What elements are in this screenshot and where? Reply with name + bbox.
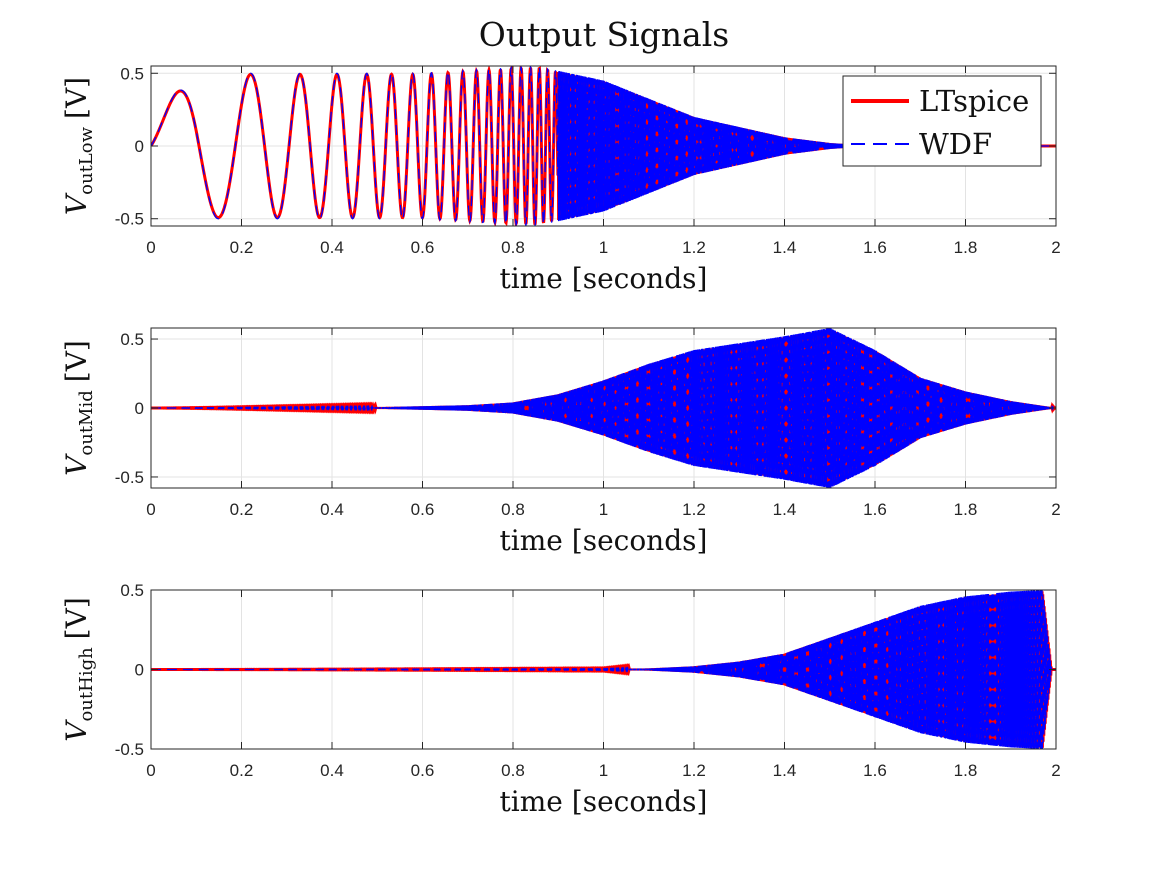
x-axis-label: time [seconds]: [500, 785, 708, 818]
x-tick-label: 1.6: [863, 238, 887, 257]
x-tick-label: 0.6: [411, 500, 435, 519]
y-tick-label: 0: [135, 137, 144, 156]
y-label-sub: outMid: [76, 390, 97, 455]
y-tick-label: -0.5: [115, 210, 144, 229]
x-tick-label: 2: [1051, 238, 1060, 257]
x-tick-label: 1.8: [954, 761, 978, 780]
x-tick-label: 1: [599, 761, 608, 780]
panel-1: 0 0.2 0.4 0.6 0.8 1 1.2 1.4 1.6 1.8 2-0.500.5time …: [60, 64, 1061, 295]
y-label-sub: outHigh: [76, 647, 97, 722]
x-tick-label: 1: [599, 238, 608, 257]
x-tick-label: 0.4: [320, 238, 344, 257]
x-tick-label: 0.8: [501, 761, 525, 780]
y-label-main: V: [60, 719, 93, 742]
x-tick-label: 1.8: [954, 238, 978, 257]
y-label-unit: [V]: [60, 597, 93, 639]
legend-label-ltspice: LTspice: [919, 84, 1029, 118]
y-tick-label: -0.5: [115, 740, 144, 759]
x-tick-label: 2: [1051, 761, 1060, 780]
figure-title: Output Signals: [479, 15, 729, 54]
x-tick-label: 0.6: [411, 238, 435, 257]
legend-label-wdf: WDF: [919, 127, 992, 161]
y-tick-label: 0: [135, 661, 144, 680]
x-axis-label: time [seconds]: [500, 262, 708, 295]
x-tick-label: 1.6: [863, 500, 887, 519]
x-tick-label: 0.2: [230, 238, 254, 257]
x-tick-label: 1.2: [682, 238, 706, 257]
y-label-unit: [V]: [60, 77, 93, 119]
panel-2: 0 0.2 0.4 0.6 0.8 1 1.2 1.4 1.6 1.8 2-0.500.5time …: [60, 327, 1061, 557]
x-tick-label: 0: [146, 500, 155, 519]
x-tick-label: 0.8: [501, 500, 525, 519]
legend: LTspice WDF: [842, 75, 1042, 167]
x-tick-label: 0.2: [230, 500, 254, 519]
x-tick-label: 0: [146, 238, 155, 257]
x-tick-label: 0.4: [320, 761, 344, 780]
x-tick-label: 0.6: [411, 761, 435, 780]
x-tick-label: 0.8: [501, 238, 525, 257]
x-axis-label: time [seconds]: [500, 524, 708, 557]
x-tick-label: 1.6: [863, 761, 887, 780]
y-tick-label: 0.5: [120, 581, 144, 600]
panel-3: 0 0.2 0.4 0.6 0.8 1 1.2 1.4 1.6 1.8 2-0.500.5time …: [60, 581, 1061, 818]
series-wdf-line: [151, 328, 1056, 488]
x-tick-label: 0.4: [320, 500, 344, 519]
x-tick-label: 1.4: [773, 238, 797, 257]
x-tick-label: 0: [146, 761, 155, 780]
y-tick-label: -0.5: [115, 468, 144, 487]
x-tick-label: 1.4: [773, 500, 797, 519]
y-label-sub: outLow: [76, 126, 97, 194]
y-label-main: V: [60, 192, 93, 215]
y-tick-label: 0.5: [120, 64, 144, 83]
y-axis-label: VoutLow [V]: [60, 77, 97, 215]
legend-box: [842, 75, 1042, 167]
x-tick-label: 1.2: [682, 761, 706, 780]
x-tick-label: 1: [599, 500, 608, 519]
y-axis-label: VoutMid [V]: [60, 340, 97, 476]
x-tick-label: 2: [1051, 500, 1060, 519]
x-tick-label: 1.2: [682, 500, 706, 519]
series-wdf-line: [151, 590, 1056, 749]
x-tick-label: 1.4: [773, 761, 797, 780]
y-label-main: V: [60, 453, 93, 476]
y-tick-label: 0: [135, 399, 144, 418]
signal-traces: [151, 590, 1056, 749]
x-tick-label: 0.2: [230, 761, 254, 780]
y-label-unit: [V]: [60, 340, 93, 382]
y-tick-label: 0.5: [120, 330, 144, 349]
signal-traces: [151, 328, 1056, 488]
y-axis-label: VoutHigh [V]: [60, 597, 97, 742]
x-tick-label: 1.8: [954, 500, 978, 519]
